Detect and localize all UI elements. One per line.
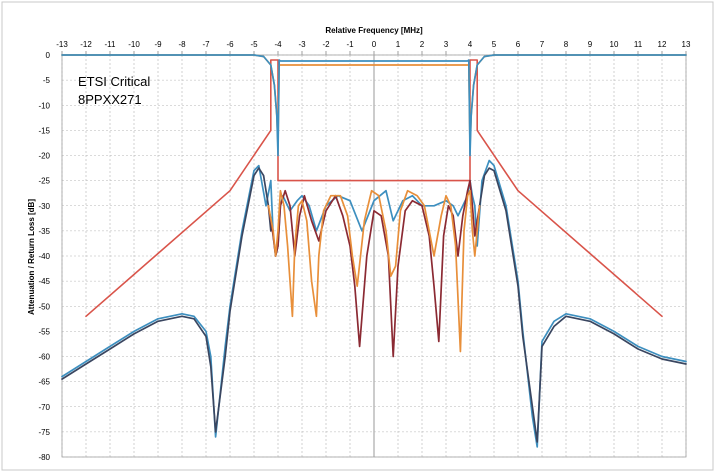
y-axis-title: Attenuation / Return Loss [dB] bbox=[27, 199, 36, 315]
y-tick-label: -30 bbox=[38, 202, 50, 211]
y-tick-label: -20 bbox=[38, 152, 50, 161]
series-line-2 bbox=[61, 54, 687, 157]
x-tick-label: -10 bbox=[128, 40, 140, 49]
y-tick-label: -60 bbox=[38, 353, 50, 362]
y-tick-label: -75 bbox=[38, 428, 50, 437]
tick-labels: -13 -12 -11 -10 -9 -8 -7 -6 -5 -4 -3 -2 -1 0 1 2 3 4 5 6 7 8 9… bbox=[38, 40, 691, 462]
y-tick-label: -5 bbox=[43, 76, 51, 85]
x-tick-label: 7 bbox=[540, 40, 545, 49]
x-axis-title: Relative Frequency [MHz] bbox=[325, 26, 423, 35]
annotation-line-1: ETSI Critical bbox=[78, 74, 150, 89]
x-tick-label: 1 bbox=[396, 40, 401, 49]
plot-area-border bbox=[61, 54, 687, 458]
x-tick-label: 9 bbox=[588, 40, 593, 49]
series-line-0 bbox=[85, 59, 663, 318]
y-tick-label: -50 bbox=[38, 302, 50, 311]
grid bbox=[61, 51, 687, 458]
x-tick-label: 13 bbox=[682, 40, 691, 49]
y-tick-label: -35 bbox=[38, 227, 50, 236]
y-tick-label: -25 bbox=[38, 177, 50, 186]
x-tick-label: 2 bbox=[420, 40, 425, 49]
x-tick-label: -5 bbox=[250, 40, 258, 49]
y-tick-label: -45 bbox=[38, 277, 50, 286]
y-tick-label: -70 bbox=[38, 403, 50, 412]
x-tick-label: -4 bbox=[274, 40, 282, 49]
x-tick-label: 6 bbox=[516, 40, 521, 49]
x-tick-label: 12 bbox=[658, 40, 667, 49]
x-tick-label: 10 bbox=[610, 40, 619, 49]
x-tick-label: 5 bbox=[492, 40, 497, 49]
x-tick-label: -3 bbox=[298, 40, 306, 49]
series-line-6 bbox=[267, 179, 481, 358]
x-tick-label: 11 bbox=[634, 40, 643, 49]
y-tick-label: -80 bbox=[38, 453, 50, 462]
x-tick-label: -13 bbox=[56, 40, 68, 49]
y-tick-label: -55 bbox=[38, 327, 50, 336]
x-tick-label: -1 bbox=[346, 40, 354, 49]
series-lines bbox=[61, 54, 687, 448]
x-tick-label: -7 bbox=[202, 40, 210, 49]
y-tick-label: 0 bbox=[46, 51, 51, 60]
x-tick-label: 3 bbox=[444, 40, 449, 49]
x-tick-label: 0 bbox=[372, 40, 377, 49]
x-tick-label: -8 bbox=[178, 40, 186, 49]
series-line-4 bbox=[61, 167, 272, 433]
series-line-7 bbox=[267, 189, 481, 353]
x-tick-label: -6 bbox=[226, 40, 234, 49]
y-tick-label: -65 bbox=[38, 378, 50, 387]
x-tick-label: -12 bbox=[80, 40, 92, 49]
annotation-line-2: 8PPXX271 bbox=[78, 92, 142, 107]
x-tick-label: -2 bbox=[322, 40, 330, 49]
y-tick-label: -10 bbox=[38, 101, 50, 110]
x-tick-label: 8 bbox=[564, 40, 569, 49]
y-tick-label: -40 bbox=[38, 252, 50, 261]
series-line-5 bbox=[476, 167, 687, 443]
x-tick-label: 4 bbox=[468, 40, 473, 49]
x-tick-label: -11 bbox=[105, 40, 117, 49]
x-tick-label: -9 bbox=[154, 40, 162, 49]
y-tick-label: -15 bbox=[38, 126, 50, 135]
